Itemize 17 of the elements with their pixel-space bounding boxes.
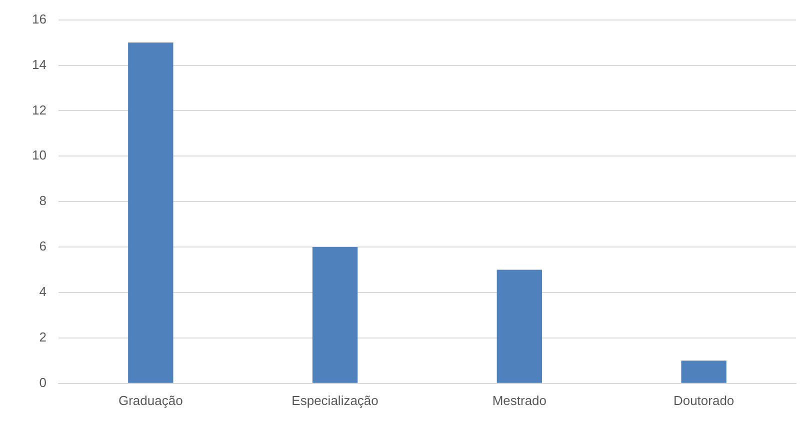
y-tick-label: 2: [39, 330, 46, 345]
bar: [128, 42, 174, 383]
y-tick-label: 16: [32, 11, 46, 26]
y-tick-label: 12: [32, 102, 46, 118]
bar: [681, 360, 726, 383]
y-tick-label: 0: [39, 374, 46, 390]
x-tick-label: Especialização: [292, 392, 378, 408]
bar: [496, 270, 542, 383]
x-tick-label: Doutorado: [673, 392, 734, 408]
bar: [312, 247, 358, 383]
y-tick-label: 14: [32, 56, 46, 72]
y-tick-label: 6: [39, 238, 46, 254]
x-tick-label: Mestrado: [492, 392, 547, 408]
y-tick-label: 8: [39, 193, 46, 208]
x-tick-label: Graduação: [118, 392, 183, 408]
y-tick-label: 4: [39, 284, 46, 300]
y-tick-label: 10: [32, 148, 46, 163]
